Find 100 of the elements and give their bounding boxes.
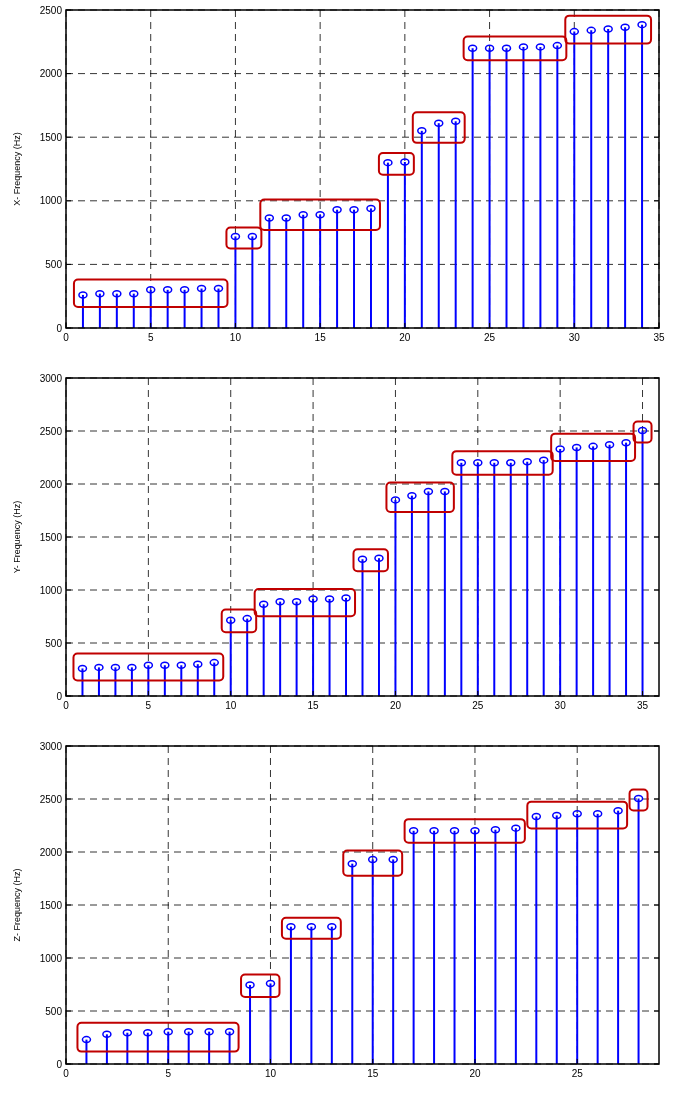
point — [374, 554, 384, 562]
point — [245, 981, 255, 989]
point — [81, 1035, 92, 1044]
x-tick-label: 25 — [571, 1068, 584, 1079]
x-tick-label: 5 — [147, 332, 154, 343]
y-axis-title: Z- Frequency (Hz) — [12, 868, 22, 942]
point — [145, 286, 156, 294]
point — [127, 663, 137, 672]
point — [349, 205, 359, 214]
point — [327, 922, 337, 931]
point — [506, 459, 516, 467]
y-tick-label: 1500 — [39, 531, 63, 543]
point — [555, 445, 565, 453]
y-tick-label: 3000 — [39, 372, 63, 384]
point — [341, 594, 351, 602]
point — [637, 20, 647, 29]
point — [225, 616, 236, 624]
point — [522, 457, 532, 466]
point — [258, 600, 269, 609]
point — [242, 614, 252, 623]
point — [102, 1030, 112, 1039]
x-tick-label: 15 — [367, 1068, 379, 1079]
y-tick-label: 2500 — [39, 793, 63, 805]
point — [613, 806, 623, 815]
point — [193, 660, 203, 668]
point — [179, 286, 190, 294]
x-tick-label: 25 — [484, 332, 496, 343]
x-tick-label: 25 — [472, 700, 484, 711]
y-tick-label: 2500 — [39, 425, 63, 437]
point — [456, 459, 467, 467]
point — [122, 1028, 133, 1037]
point — [603, 25, 613, 33]
x-tick-label: 0 — [63, 700, 70, 711]
point — [308, 595, 318, 603]
x-tick-label: 20 — [389, 700, 402, 711]
y-tick-label: 1500 — [39, 899, 63, 911]
point — [467, 44, 478, 52]
point — [143, 1028, 153, 1037]
point — [538, 456, 549, 464]
point — [281, 214, 292, 222]
point — [531, 812, 542, 821]
point — [224, 1027, 235, 1036]
point — [230, 232, 241, 241]
y-tick-label: 1000 — [39, 195, 63, 207]
point — [78, 291, 88, 299]
point — [433, 119, 444, 127]
y-tick-label: 1500 — [39, 131, 63, 143]
point — [264, 214, 275, 222]
y-axis-title: X- Frequency (Hz) — [12, 132, 22, 206]
y-tick-label: 2000 — [39, 478, 63, 490]
point — [586, 26, 596, 35]
point — [247, 232, 258, 241]
y-tick-label: 2500 — [39, 4, 63, 16]
x-tick-label: 15 — [307, 700, 320, 711]
point — [473, 459, 483, 467]
x-tick-label: 0 — [63, 1068, 70, 1079]
point — [306, 922, 317, 931]
point — [552, 41, 563, 50]
point — [110, 663, 121, 672]
point — [315, 211, 325, 219]
y-axis-title: Y- Frequency (Hz) — [12, 500, 22, 574]
y-tick-label: 500 — [45, 637, 63, 649]
point — [621, 438, 631, 447]
point — [400, 158, 410, 166]
x-tick-label: 35 — [636, 700, 649, 711]
point — [204, 1027, 214, 1036]
y-tick-label: 2000 — [39, 846, 63, 858]
point — [511, 824, 521, 832]
point — [324, 595, 335, 603]
point — [429, 827, 439, 835]
point — [298, 211, 308, 219]
point — [129, 289, 139, 298]
point — [501, 44, 512, 52]
y-tick-label: 1000 — [39, 952, 63, 964]
point — [332, 205, 342, 214]
x-tick-label: 20 — [399, 332, 411, 343]
point — [620, 23, 630, 31]
x-tick-label: 20 — [469, 1068, 481, 1079]
point — [143, 661, 154, 670]
y-tick-label: 500 — [45, 258, 63, 270]
point — [535, 43, 546, 51]
y-tick-label: 0 — [56, 322, 63, 334]
point — [366, 204, 376, 213]
y-tick-label: 0 — [56, 1058, 63, 1070]
point — [518, 43, 529, 51]
point — [604, 441, 615, 449]
point — [367, 855, 378, 864]
x-tick-label: 30 — [554, 700, 567, 711]
point — [388, 855, 398, 864]
point — [286, 922, 296, 931]
point — [213, 284, 224, 293]
point — [588, 442, 598, 451]
point — [357, 555, 368, 564]
point — [291, 597, 302, 606]
y-tick-label: 1000 — [39, 584, 63, 596]
point — [95, 289, 105, 298]
point — [572, 810, 582, 818]
point — [490, 825, 501, 834]
point — [450, 117, 461, 126]
x-tick-label: 35 — [653, 332, 665, 343]
